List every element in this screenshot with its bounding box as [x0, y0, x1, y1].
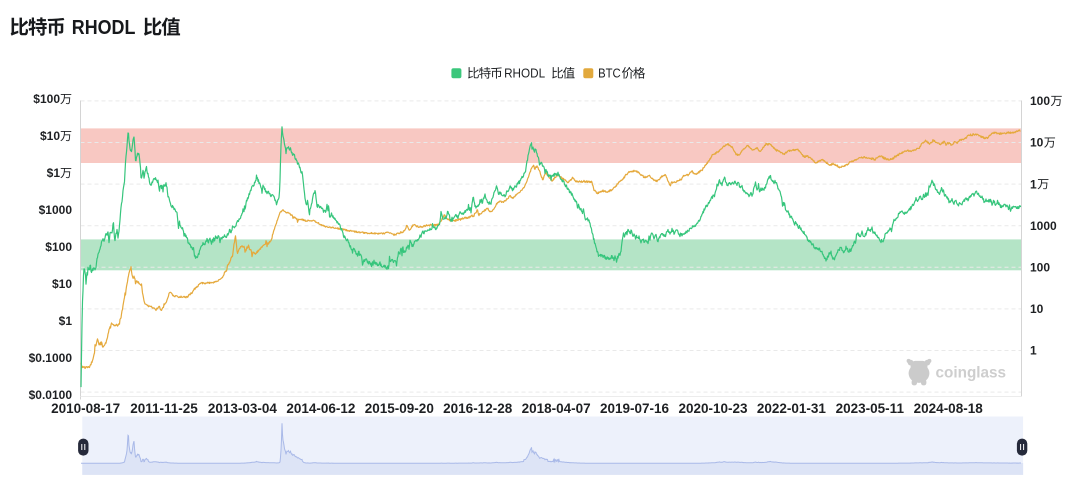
svg-text:RHODL: RHODL	[504, 67, 545, 81]
svg-text:2024-08-18: 2024-08-18	[914, 401, 984, 416]
svg-text:RHODL: RHODL	[72, 17, 136, 39]
svg-text:coinglass: coinglass	[936, 364, 1007, 381]
svg-text:1: 1	[1030, 344, 1037, 358]
svg-text:100: 100	[1030, 94, 1050, 108]
svg-text:$1: $1	[47, 166, 61, 180]
svg-text:2020-10-23: 2020-10-23	[678, 401, 748, 416]
svg-text:$1: $1	[59, 314, 73, 328]
svg-text:$0.1000: $0.1000	[29, 351, 73, 365]
svg-text:1: 1	[1030, 177, 1037, 191]
svg-text:10: 10	[1030, 302, 1044, 316]
svg-text:2018-04-07: 2018-04-07	[522, 401, 591, 416]
svg-text:100: 100	[1030, 261, 1050, 275]
svg-text:2019-07-16: 2019-07-16	[600, 401, 670, 416]
svg-text:$0.0100: $0.0100	[29, 388, 73, 402]
svg-text:2016-12-28: 2016-12-28	[443, 401, 513, 416]
svg-text:$10: $10	[40, 129, 60, 143]
svg-text:2010-08-17: 2010-08-17	[51, 401, 120, 416]
svg-text:2015-09-20: 2015-09-20	[365, 401, 434, 416]
svg-text:$10: $10	[52, 277, 72, 291]
svg-text:$1000: $1000	[39, 203, 73, 217]
svg-text:$100: $100	[45, 240, 72, 254]
svg-text:10: 10	[1030, 136, 1044, 150]
svg-text:2022-01-31: 2022-01-31	[757, 401, 827, 416]
svg-text:BTC: BTC	[598, 67, 621, 81]
svg-text:2013-03-04: 2013-03-04	[208, 401, 278, 416]
svg-text:1000: 1000	[1030, 219, 1057, 233]
svg-text:$100: $100	[33, 92, 60, 106]
svg-text:2023-05-11: 2023-05-11	[836, 401, 905, 416]
svg-text:2011-11-25: 2011-11-25	[130, 401, 198, 416]
svg-text:2014-06-12: 2014-06-12	[286, 401, 355, 416]
